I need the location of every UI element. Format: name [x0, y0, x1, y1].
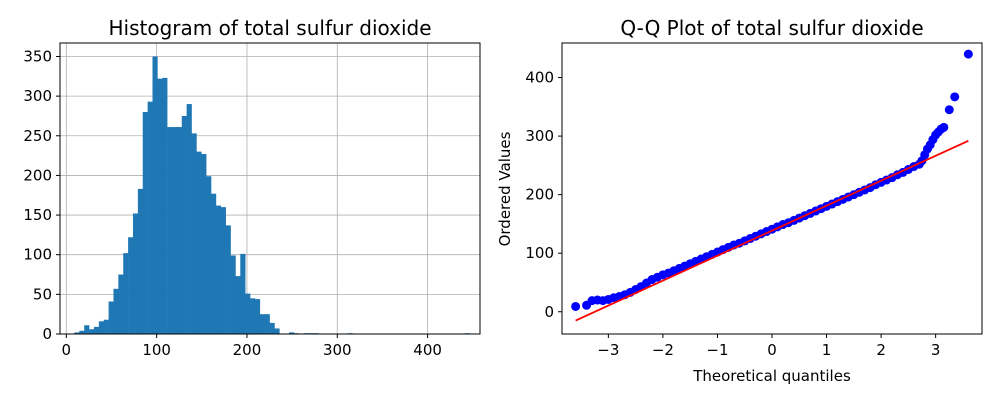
hist-x-tick-label: 0	[62, 341, 72, 359]
histogram-frame	[59, 42, 481, 335]
histogram-bar	[142, 111, 148, 335]
histogram-bar	[84, 325, 90, 334]
histogram-bar	[211, 193, 217, 334]
histogram-bar	[98, 321, 105, 334]
hist-y-tick-label: 50	[33, 285, 52, 303]
histogram-bar	[225, 225, 231, 334]
qq-fit-line-group	[575, 139, 969, 322]
qq-x-ticks: −3 −2 −1 0 1 2 3	[597, 334, 940, 359]
histogram-bar	[230, 255, 236, 334]
histogram-bar	[152, 56, 158, 335]
histogram-bar	[74, 332, 80, 334]
qq-point	[944, 105, 954, 115]
qq-y-tick-label: 300	[525, 127, 554, 145]
histogram-bar	[113, 288, 119, 334]
histogram-bar	[289, 332, 295, 334]
histogram-bar	[79, 330, 85, 334]
histogram-bar	[103, 319, 109, 334]
histogram-bar	[162, 77, 168, 335]
histogram-bar	[157, 78, 163, 334]
hist-y-tick-label: 100	[23, 246, 52, 264]
hist-x-tick-label: 100	[142, 341, 171, 359]
histogram-bar	[215, 205, 222, 334]
histogram-bar	[196, 151, 202, 334]
histogram-bar	[118, 274, 124, 334]
qq-x-tick-label: −3	[597, 341, 619, 359]
qq-x-tick-label: 2	[876, 341, 886, 359]
qq-x-tick-label: 1	[822, 341, 832, 359]
histogram-bar	[132, 213, 139, 334]
histogram-bar	[123, 253, 129, 334]
hist-x-tick-label: 400	[413, 341, 442, 359]
qq-y-tick-label: 100	[525, 244, 554, 262]
hist-y-tick-label: 150	[23, 206, 52, 224]
qq-point	[950, 92, 960, 102]
histogram-bar	[172, 127, 178, 335]
hist-y-tick-label: 250	[23, 127, 52, 145]
histogram-bar	[235, 276, 241, 334]
qq-x-tick-label: 3	[931, 341, 941, 359]
histogram-bar	[240, 253, 246, 334]
hist-y-tick-label: 0	[42, 325, 52, 343]
histogram-bar	[137, 188, 144, 334]
histogram-bar	[259, 314, 265, 334]
qq-point	[963, 49, 973, 59]
histogram-bar	[93, 326, 100, 334]
histogram-bar	[89, 329, 95, 334]
histogram-bar	[181, 115, 187, 334]
histogram-bar	[147, 101, 153, 334]
hist-x-tick-label: 200	[233, 341, 262, 359]
histogram-title: Histogram of total sulfur dioxide	[108, 16, 431, 40]
qq-y-tick-label: 0	[544, 303, 554, 321]
hist-y-tick-label: 200	[23, 166, 52, 184]
histogram-bar	[264, 314, 270, 334]
qq-x-tick-label: −2	[652, 341, 674, 359]
qq-plot-title: Q-Q Plot of total sulfur dioxide	[620, 16, 923, 40]
qq-plot-panel: Q-Q Plot of total sulfur dioxide −3 −2 −1 0…	[496, 16, 983, 385]
histogram-x-ticks: 0 100 200 300 400	[62, 334, 442, 359]
histogram-bar	[254, 299, 261, 334]
qq-point	[571, 301, 581, 311]
histogram-bar	[128, 237, 134, 334]
histogram-bar	[191, 133, 197, 334]
hist-y-tick-label: 350	[23, 47, 52, 65]
qq-point	[939, 122, 949, 132]
histogram-bar	[167, 127, 173, 335]
qq-y-tick-label: 200	[525, 186, 554, 204]
histogram-bars	[74, 56, 470, 335]
histogram-bar	[176, 127, 183, 335]
histogram-bar	[245, 293, 251, 334]
qq-y-tick-label: 400	[525, 69, 554, 87]
histogram-bar	[269, 322, 275, 334]
histogram-panel: Histogram of total sulfur dioxide 0 100 20…	[23, 16, 481, 359]
histogram-bar	[220, 207, 226, 334]
qq-y-ticks: 0 100 200 300 400	[525, 69, 562, 321]
hist-x-tick-label: 300	[323, 341, 352, 359]
qq-fit-line	[575, 139, 969, 322]
histogram-bar	[250, 298, 256, 334]
qq-y-axis-label: Ordered Values	[496, 131, 514, 246]
histogram-y-ticks: 0 50 100 150 200 250 300 350	[23, 47, 60, 343]
qq-x-tick-label: −1	[706, 341, 728, 359]
qq-x-axis-label: Theoretical quantiles	[692, 367, 851, 385]
histogram-bar	[186, 104, 192, 334]
hist-y-tick-label: 300	[23, 87, 52, 105]
qq-x-tick-label: 0	[767, 341, 777, 359]
histogram-bar	[108, 301, 114, 334]
histogram-bar	[201, 154, 207, 334]
histogram-bar	[274, 328, 280, 334]
histogram-bar	[206, 176, 212, 334]
